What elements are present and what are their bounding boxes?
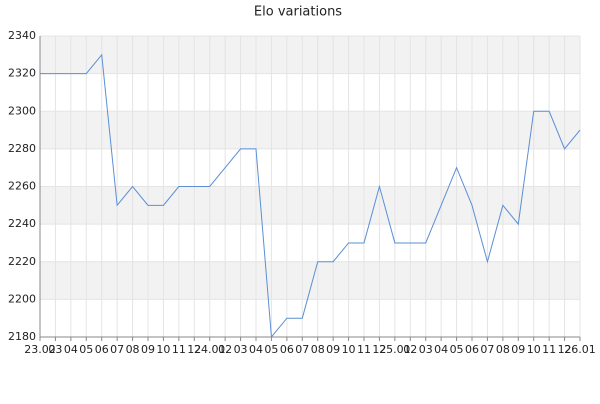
x-tick-label: 12 [372, 343, 386, 356]
x-tick-label: 12 [187, 343, 201, 356]
x-tick-label: 03 [234, 343, 248, 356]
x-tick-label: 08 [126, 343, 140, 356]
x-tick-label: 03 [419, 343, 433, 356]
y-tick-label: 2280 [8, 142, 36, 155]
x-tick-label: 10 [156, 343, 170, 356]
x-tick-label: 26.01 [564, 343, 596, 356]
y-tick-label: 2320 [8, 67, 36, 80]
x-tick-label: 08 [496, 343, 510, 356]
x-tick-label: 05 [79, 343, 93, 356]
grid-band [40, 36, 580, 74]
x-tick-label: 09 [141, 343, 155, 356]
x-tick-label: 06 [280, 343, 294, 356]
y-tick-label: 2300 [8, 104, 36, 117]
x-tick-label: 06 [465, 343, 479, 356]
y-tick-label: 2220 [8, 255, 36, 268]
x-tick-label: 02 [403, 343, 417, 356]
y-tick-label: 2260 [8, 180, 36, 193]
grid-band [40, 111, 580, 149]
x-tick-label: 24.01 [194, 343, 226, 356]
x-tick-label: 12 [558, 343, 572, 356]
x-tick-label: 11 [357, 343, 371, 356]
x-tick-label: 03 [48, 343, 62, 356]
x-tick-label: 10 [527, 343, 541, 356]
x-tick-label: 10 [342, 343, 356, 356]
grid-band [40, 186, 580, 225]
x-tick-label: 06 [95, 343, 109, 356]
x-tick-label: 05 [450, 343, 464, 356]
x-tick-label: 04 [249, 343, 263, 356]
y-tick-label: 2180 [8, 330, 36, 343]
x-tick-label: 07 [480, 343, 494, 356]
x-tick-label: 08 [311, 343, 325, 356]
x-tick-label: 23.02 [24, 343, 56, 356]
x-tick-label: 04 [64, 343, 78, 356]
x-tick-label: 11 [172, 343, 186, 356]
x-tick-label: 11 [542, 343, 556, 356]
x-tick-label: 02 [218, 343, 232, 356]
x-tick-label: 07 [110, 343, 124, 356]
x-tick-label: 25.01 [379, 343, 411, 356]
x-tick-label: 09 [326, 343, 340, 356]
chart-title: Elo variations [254, 5, 342, 20]
x-tick-label: 04 [434, 343, 448, 356]
y-tick-label: 2200 [8, 292, 36, 305]
grid-band [40, 261, 580, 300]
y-tick-label: 2240 [8, 217, 36, 230]
x-tick-label: 07 [295, 343, 309, 356]
x-tick-label: 05 [264, 343, 278, 356]
line [40, 53, 581, 339]
x-tick-label: 09 [511, 343, 525, 356]
y-tick-label: 2340 [8, 29, 36, 42]
